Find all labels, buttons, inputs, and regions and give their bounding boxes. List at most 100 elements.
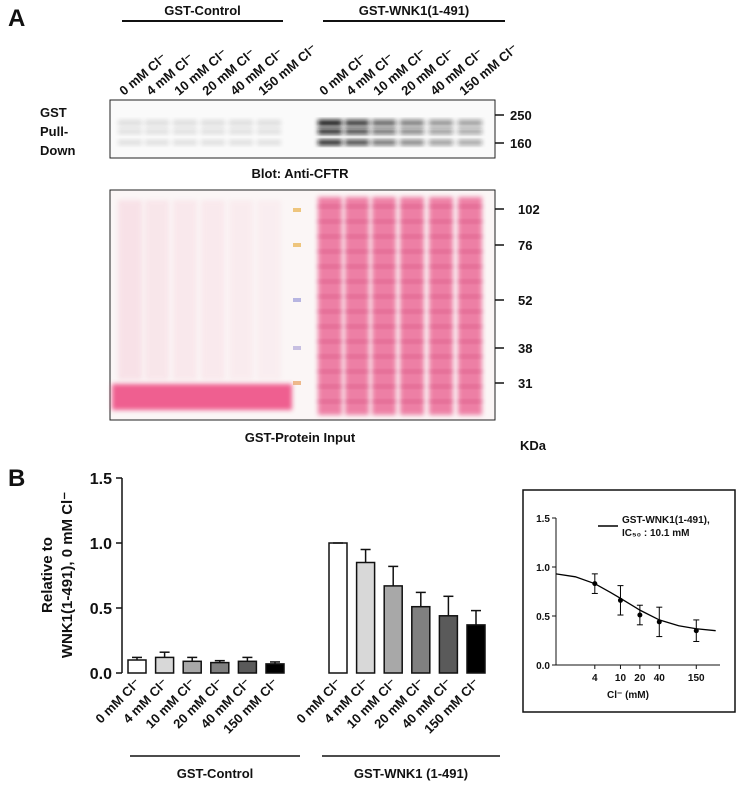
stain-band: [372, 250, 396, 253]
stain-band: [318, 370, 342, 373]
blot-band: [372, 120, 396, 126]
stain-band: [400, 325, 424, 328]
stain-band: [400, 295, 424, 298]
marker-label: 52: [518, 293, 532, 308]
blot-band: [458, 129, 482, 134]
stain-lane: [118, 200, 142, 380]
panel-label: A: [8, 5, 25, 32]
x-tick-label: 40: [654, 673, 666, 684]
blot-band: [257, 129, 281, 134]
stain-band: [318, 295, 342, 298]
y-tick-label: 0.0: [536, 661, 550, 672]
y-tick-label: 0.5: [536, 612, 550, 623]
row-label: Down: [40, 143, 75, 158]
stain-band: [458, 325, 482, 328]
stain-band: [400, 370, 424, 373]
marker-label: 31: [518, 376, 532, 391]
blot-band: [400, 129, 424, 134]
stain-band: [372, 385, 396, 388]
stain-band: [429, 355, 453, 358]
stain-band: [458, 265, 482, 268]
blot-band: [372, 129, 396, 134]
bar: [127, 659, 147, 674]
stain-band: [318, 250, 342, 253]
x-axis-label: Cl⁻ (mM): [607, 690, 649, 701]
data-point: [637, 612, 643, 618]
blot-band: [118, 120, 142, 126]
stain-band: [345, 280, 369, 283]
y-tick-label: 1.5: [536, 514, 550, 525]
stain-band: [400, 265, 424, 268]
blot-band: [345, 129, 369, 134]
stain-band: [345, 205, 369, 208]
stain-band: [345, 235, 369, 238]
bar: [383, 585, 403, 674]
stain-band: [429, 250, 453, 253]
stain-band: [400, 385, 424, 388]
blot-band: [257, 140, 281, 145]
blot-band: [318, 120, 342, 126]
stain-band: [318, 340, 342, 343]
stain-band: [400, 220, 424, 223]
stain-lane: [257, 200, 281, 380]
group-label: GST-WNK1 (1-491): [354, 766, 468, 781]
stain-band: [372, 235, 396, 238]
x-tick-label: 4: [592, 673, 598, 684]
data-point: [617, 597, 623, 603]
stain-band: [318, 280, 342, 283]
stain-band: [372, 295, 396, 298]
stain-band: [345, 325, 369, 328]
stain-band: [429, 310, 453, 313]
y-axis-label: Relative to: [39, 537, 56, 613]
stain-band: [429, 325, 453, 328]
stain-lane: [173, 200, 197, 380]
group-label: GST-Control: [164, 3, 241, 18]
x-tick-label: 20: [634, 673, 646, 684]
stain-lane: [201, 200, 225, 380]
stain-band: [372, 280, 396, 283]
stain-band: [429, 340, 453, 343]
stain-band: [318, 325, 342, 328]
blot-band: [118, 140, 142, 145]
stain-band: [318, 355, 342, 358]
bar: [355, 561, 376, 674]
marker-label: 102: [518, 202, 540, 217]
fit-line: [555, 573, 716, 632]
blot-band: [201, 129, 225, 134]
ladder-band: [293, 208, 301, 212]
blot-band: [429, 120, 453, 126]
stain-band: [372, 370, 396, 373]
stain-band: [372, 310, 396, 313]
stain-band: [400, 340, 424, 343]
y-tick-label: 1.0: [90, 536, 112, 553]
stain-band: [458, 310, 482, 313]
stain-band: [400, 400, 424, 403]
marker-label: 250: [510, 108, 532, 123]
marker-label: 76: [518, 238, 532, 253]
bar: [182, 660, 202, 674]
stain-band: [318, 220, 342, 223]
blot-band: [229, 129, 253, 134]
stain-band: [400, 310, 424, 313]
blot-band: [257, 120, 281, 126]
blot-band: [118, 129, 142, 134]
row-label: Pull-: [40, 124, 68, 139]
stain-band: [458, 280, 482, 283]
stain-band: [372, 325, 396, 328]
stain-band: [400, 250, 424, 253]
stain-band: [318, 235, 342, 238]
stain-band: [318, 265, 342, 268]
stain-band: [458, 250, 482, 253]
stain-band: [372, 220, 396, 223]
blot-band: [173, 120, 197, 126]
stain-band: [345, 355, 369, 358]
blot-band: [372, 140, 396, 145]
blot-band: [201, 140, 225, 145]
blot-band: [173, 140, 197, 145]
blot-band: [400, 120, 424, 126]
blot-band: [429, 140, 453, 145]
stain-band: [458, 370, 482, 373]
stain-band: [372, 265, 396, 268]
blot-image: [112, 120, 482, 415]
